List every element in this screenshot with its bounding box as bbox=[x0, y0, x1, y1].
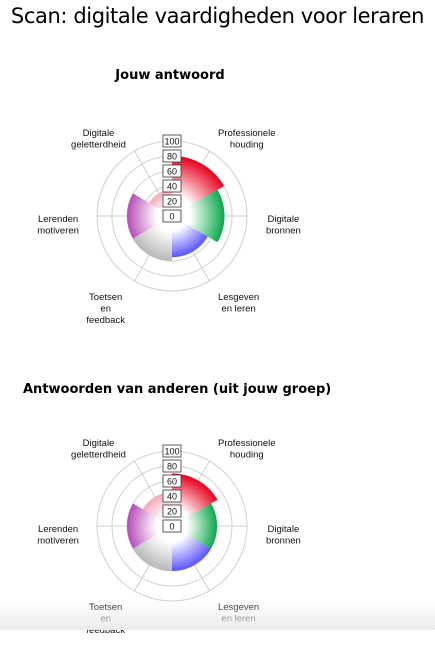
tick-box-60 bbox=[162, 164, 182, 178]
page-title: Scan: digitale vaardigheden voor leraren bbox=[10, 4, 425, 28]
category-label-digitale-bronnen: Digitale bronnen bbox=[266, 214, 301, 237]
sector-toetsen-en-feedback bbox=[133, 216, 172, 261]
tick-label-100: 100 bbox=[164, 137, 179, 147]
tick-box-80 bbox=[162, 149, 182, 163]
tick-box-40 bbox=[162, 489, 182, 503]
tick-label-0: 0 bbox=[169, 522, 174, 532]
tick-label-80: 80 bbox=[167, 152, 177, 162]
tick-box-0 bbox=[162, 209, 182, 223]
category-label-digitale-bronnen: Digitale bronnen bbox=[266, 524, 301, 547]
sector-lesgeven-en-leren bbox=[172, 216, 208, 258]
sector-professionele-houding bbox=[172, 473, 218, 526]
tick-box-100 bbox=[162, 444, 182, 458]
category-label-professionele-houding: Professionele houding bbox=[218, 128, 276, 151]
tick-label-20: 20 bbox=[167, 197, 177, 207]
sector-professionele-houding bbox=[172, 156, 224, 216]
category-label-professionele-houding: Professionele houding bbox=[218, 438, 276, 461]
sector-toetsen-en-feedback bbox=[133, 526, 172, 571]
tick-label-100: 100 bbox=[164, 447, 179, 457]
tick-box-80 bbox=[162, 459, 182, 473]
category-label-digitale-geletterdheid: Digitale geletterdheid bbox=[71, 128, 126, 151]
polar-chart-group-answers: 0 20 40 60 80 100 Professionele houding Digitale… bbox=[37, 438, 301, 636]
tick-box-40 bbox=[162, 179, 182, 193]
tick-box-20 bbox=[162, 504, 182, 518]
sector-lerenden-motiveren bbox=[127, 503, 172, 549]
chart-title-own-answer: Jouw antwoord bbox=[115, 68, 225, 83]
sector-digitale-bronnen bbox=[172, 503, 217, 549]
polar-chart-own-answer: 0 20 40 60 80 100 Professionele houding Digitale… bbox=[37, 128, 301, 326]
tick-label-0: 0 bbox=[169, 212, 174, 222]
tick-label-40: 40 bbox=[167, 492, 177, 502]
tick-label-20: 20 bbox=[167, 507, 177, 517]
sector-lesgeven-en-leren bbox=[172, 526, 211, 571]
tick-box-100 bbox=[162, 134, 182, 148]
chart-title-group-answers: Antwoorden van anderen (uit jouw groep) bbox=[23, 382, 332, 397]
category-label-digitale-geletterdheid: Digitale geletterdheid bbox=[71, 438, 126, 461]
tick-box-60 bbox=[162, 474, 182, 488]
category-label-lerenden-motiveren: Lerenden motiveren bbox=[37, 524, 79, 547]
sector-digitale-bronnen bbox=[172, 189, 225, 243]
tick-label-60: 60 bbox=[167, 477, 177, 487]
tick-label-60: 60 bbox=[167, 167, 177, 177]
tick-label-40: 40 bbox=[167, 182, 177, 192]
tick-box-0 bbox=[162, 519, 182, 533]
tick-box-20 bbox=[162, 194, 182, 208]
category-label-lerenden-motiveren: Lerenden motiveren bbox=[37, 214, 79, 237]
tick-label-80: 80 bbox=[167, 462, 177, 472]
sector-lerenden-motiveren bbox=[127, 193, 172, 239]
bottom-fade bbox=[0, 600, 435, 630]
